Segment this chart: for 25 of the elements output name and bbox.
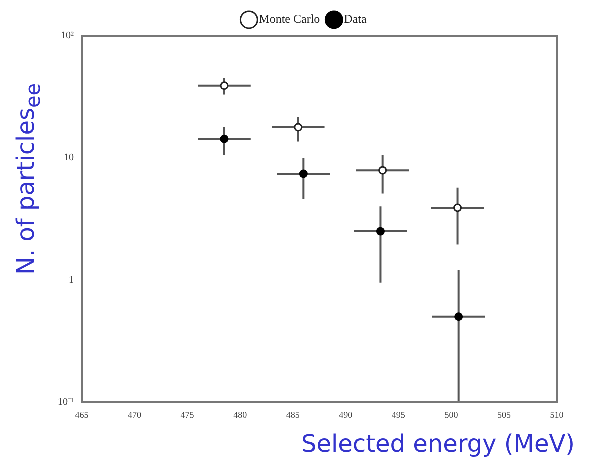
x-tick-label: 480 xyxy=(234,410,248,420)
point xyxy=(376,227,385,236)
x-tick-label: 505 xyxy=(497,410,512,420)
x-axis-title: Selected energy (MeV) xyxy=(301,430,575,458)
point xyxy=(299,170,308,178)
point xyxy=(294,123,303,132)
point xyxy=(454,312,464,322)
x-tick-label: 510 xyxy=(550,410,564,420)
point xyxy=(220,134,229,144)
x-tick-label: 500 xyxy=(444,410,459,420)
x-tick-label: 465 xyxy=(75,410,90,420)
y-tick-label: 10⁻¹ xyxy=(58,396,74,408)
x-tick-label: 490 xyxy=(339,410,354,420)
y-tick-label: 10² xyxy=(61,30,74,42)
legend-label: Monte Carlo xyxy=(259,12,320,26)
x-tick-label: 495 xyxy=(392,410,406,420)
point xyxy=(378,166,388,175)
x-tick-label: 485 xyxy=(286,410,300,420)
y-tick-label: 10 xyxy=(64,152,74,164)
legend-label: Data xyxy=(344,12,368,26)
point xyxy=(454,204,462,212)
x-tick-label: 475 xyxy=(180,410,195,420)
x-tick-label: 470 xyxy=(128,410,142,420)
y-tick-label: 1 xyxy=(69,274,74,286)
point xyxy=(220,82,229,90)
